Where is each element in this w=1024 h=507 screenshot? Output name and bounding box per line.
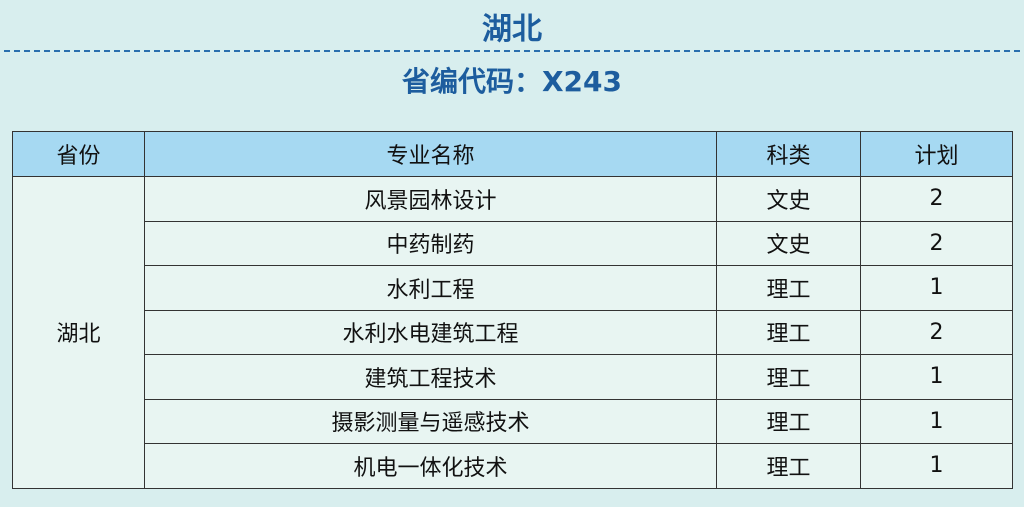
header-category: 科类 [716, 131, 861, 177]
province-cell: 湖北 [12, 176, 145, 489]
table-row: 湖北 风景园林设计 文史 2 [12, 176, 1013, 489]
major-cell: 建筑工程技术 [144, 354, 717, 400]
plan-cell: 1 [860, 398, 1013, 444]
table-row: 机电一体化技术 理工 1 [13, 443, 1013, 489]
header-plan: 计划 [860, 131, 1013, 177]
major-cell: 摄影测量与遥感技术 [144, 398, 717, 444]
category-cell: 理工 [716, 354, 861, 400]
plan-cell: 2 [860, 176, 1013, 222]
plan-cell: 2 [860, 309, 1013, 355]
table-row: 中药制药 文史 2 [13, 220, 1013, 266]
province-code: 省编代码：X243 [401, 65, 623, 98]
category-cell: 理工 [716, 398, 861, 444]
header-province: 省份 [12, 131, 145, 177]
category-cell: 理工 [716, 309, 861, 355]
plan-cell: 2 [860, 220, 1013, 266]
major-cell: 水利工程 [144, 265, 717, 311]
major-cell: 水利水电建筑工程 [144, 309, 717, 355]
major-cell: 中药制药 [144, 220, 717, 266]
plan-cell: 1 [860, 265, 1013, 311]
major-cell: 机电一体化技术 [144, 443, 717, 489]
category-cell: 理工 [716, 443, 861, 489]
enrollment-table: 省份 专业名称 科类 计划 湖北 风景园林设计 文史 2 中药制药 文史 2 水利工程 理工 1 水… [12, 131, 1013, 489]
major-cell: 风景园林设计 [144, 176, 717, 222]
table-row: 摄影测量与遥感技术 理工 1 [13, 398, 1013, 444]
page-title: 湖北 [482, 12, 542, 47]
table-row: 水利水电建筑工程 理工 2 [13, 309, 1013, 355]
dashed-divider [4, 50, 1020, 52]
table-row: 建筑工程技术 理工 1 [13, 354, 1013, 400]
category-cell: 理工 [716, 265, 861, 311]
category-cell: 文史 [716, 176, 861, 222]
plan-cell: 1 [860, 443, 1013, 489]
table-header-row: 省份 专业名称 科类 计划 [12, 131, 1013, 177]
plan-cell: 1 [860, 354, 1013, 400]
header-major: 专业名称 [144, 131, 717, 177]
category-cell: 文史 [716, 220, 861, 266]
table-row: 水利工程 理工 1 [13, 265, 1013, 311]
